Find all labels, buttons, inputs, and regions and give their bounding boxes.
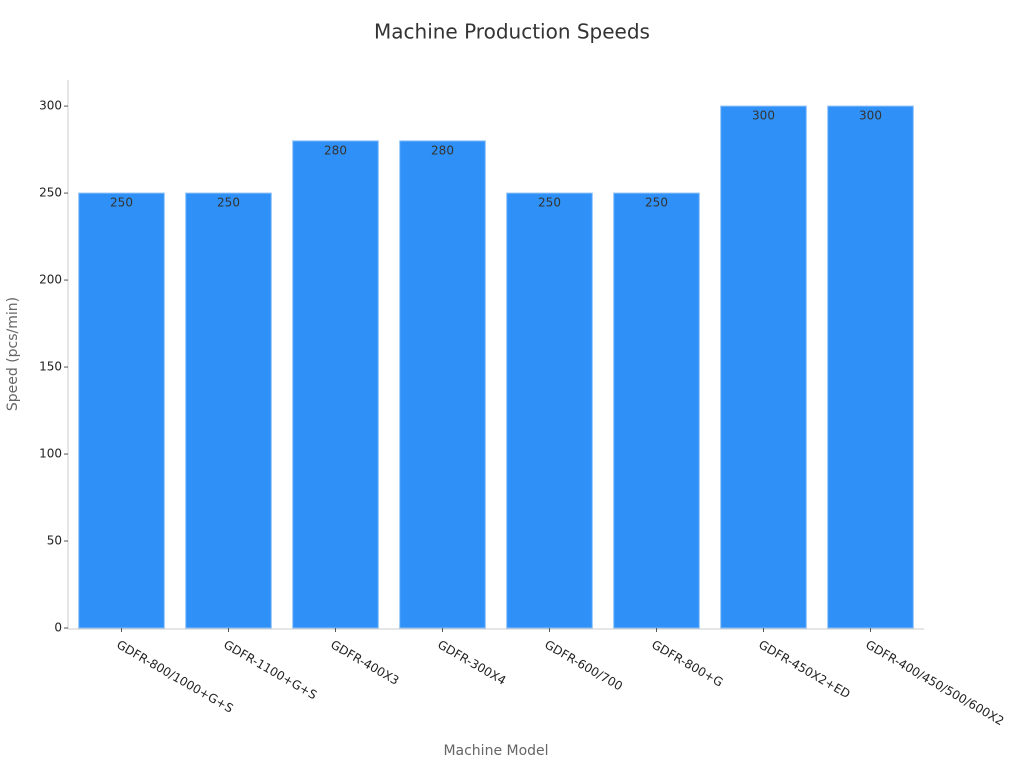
x-tick-label: GDFR-300X4 <box>435 638 508 688</box>
value-label: 250 <box>110 196 133 210</box>
y-tick-label: 250 <box>39 186 62 200</box>
value-label: 300 <box>859 109 882 123</box>
x-tick-label: GDFR-1100+G+S <box>221 638 319 703</box>
value-label: 250 <box>538 196 561 210</box>
bar <box>506 192 593 629</box>
y-tick-label: 50 <box>47 534 62 548</box>
bar <box>613 192 700 629</box>
bar <box>720 105 807 629</box>
y-tick-label: 200 <box>39 273 62 287</box>
y-tick-label: 150 <box>39 360 62 374</box>
y-tick-label: 300 <box>39 99 62 113</box>
bar <box>399 140 486 629</box>
y-tick-label: 100 <box>39 447 62 461</box>
bar <box>185 192 272 629</box>
x-tick-label: GDFR-400X3 <box>328 638 401 688</box>
x-tick-label: GDFR-800+G <box>649 638 725 690</box>
bar <box>827 105 914 629</box>
value-label: 250 <box>645 196 668 210</box>
chart-title: Machine Production Speeds <box>374 20 650 44</box>
value-label: 300 <box>752 109 775 123</box>
y-tick-label: 0 <box>54 621 62 635</box>
x-tick-label: GDFR-450X2+ED <box>756 638 852 702</box>
bar <box>78 192 165 629</box>
x-axis-title: Machine Model <box>443 743 548 759</box>
x-tick-label: GDFR-600/700 <box>542 638 625 694</box>
value-label: 280 <box>324 143 347 157</box>
x-tick-label: GDFR-400/450/500/600X2 <box>863 638 1006 729</box>
y-axis-title: Speed (pcs/min) <box>5 297 21 411</box>
bar <box>292 140 379 629</box>
value-label: 280 <box>431 143 454 157</box>
value-label: 250 <box>217 196 240 210</box>
x-tick-label: GDFR-800/1000+G+S <box>114 638 235 716</box>
